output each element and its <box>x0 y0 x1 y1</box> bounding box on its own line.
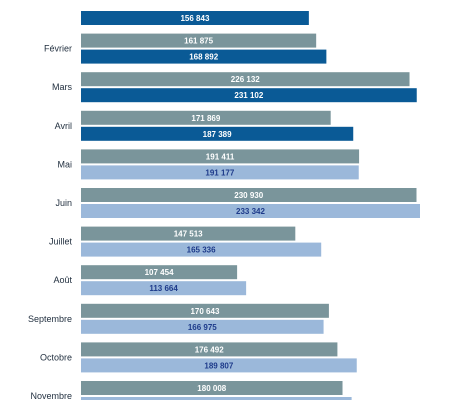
category-label: Juin <box>55 198 72 208</box>
data-label: 161 875 <box>184 37 213 46</box>
bar-series-a <box>81 188 417 202</box>
bar-series-a <box>81 33 317 48</box>
data-label: 231 102 <box>234 91 263 100</box>
data-label: 170 643 <box>190 307 219 316</box>
bar-series-b <box>81 319 324 334</box>
bar-series-b <box>81 11 309 25</box>
category-label: Août <box>53 275 72 285</box>
data-label: 176 492 <box>195 345 224 354</box>
bar-series-a <box>81 342 338 357</box>
category-label: Novembre <box>30 391 72 400</box>
data-label: 233 342 <box>236 207 265 216</box>
bar-series-a <box>81 72 410 87</box>
bar-series-a <box>81 381 343 395</box>
category-label: Mars <box>52 82 72 92</box>
bar-series-b <box>81 165 359 180</box>
data-label: 113 664 <box>149 284 178 293</box>
bar-series-b <box>81 204 420 218</box>
data-label: 230 930 <box>234 191 263 200</box>
category-label: Octobre <box>40 352 72 362</box>
category-label: Mai <box>57 159 72 169</box>
bar-series-a <box>81 149 360 164</box>
data-label: 107 454 <box>145 268 174 277</box>
bars-group <box>81 11 420 400</box>
category-label: Avril <box>55 121 72 131</box>
bar-series-b <box>81 49 327 64</box>
bar-series-a <box>81 303 329 318</box>
bar-series-a <box>81 110 331 125</box>
data-label: 168 892 <box>189 53 218 62</box>
bar-series-a <box>81 265 238 280</box>
bar-series-b <box>81 281 247 296</box>
labels-group: 156 843 Février 161 875 168 892 Mars 226 132 2… <box>28 14 266 400</box>
data-label: 171 869 <box>191 114 220 123</box>
bar-series-a <box>81 226 296 241</box>
data-label: 226 132 <box>231 75 260 84</box>
category-label: Juillet <box>49 237 73 247</box>
data-label: 180 008 <box>197 384 226 393</box>
bar-series-b <box>81 88 417 103</box>
data-label: 191 411 <box>206 152 235 161</box>
data-label: 191 177 <box>205 168 234 177</box>
data-label: 187 389 <box>203 130 232 139</box>
data-label: 165 336 <box>187 246 216 255</box>
bar-series-b <box>81 242 322 257</box>
data-label: 147 513 <box>174 230 203 239</box>
bar-series-b <box>81 126 354 141</box>
category-label: Septembre <box>28 314 72 324</box>
data-label: 156 843 <box>180 14 209 23</box>
bar-series-b <box>81 358 357 373</box>
bar-series-b <box>81 397 352 400</box>
category-label: Février <box>44 44 72 54</box>
data-label: 166 975 <box>188 323 217 332</box>
data-label: 189 807 <box>204 361 233 370</box>
